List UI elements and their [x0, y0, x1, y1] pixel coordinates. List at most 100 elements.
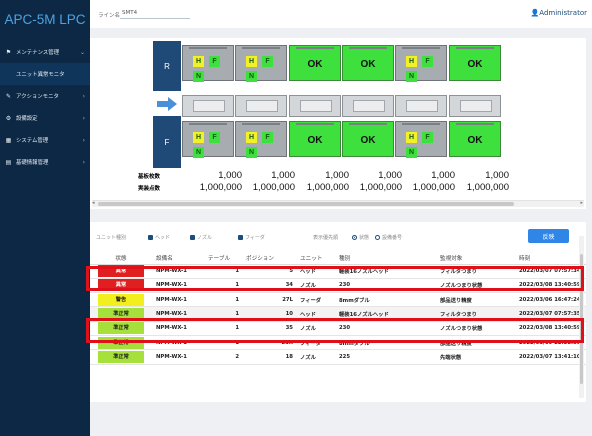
row-label-front: F [153, 116, 181, 168]
radio-status[interactable]: 状態 [352, 234, 369, 241]
status-badge: 警告 [98, 293, 144, 306]
unit-mark-f: F [209, 56, 220, 67]
sidebar-item-2[interactable]: ✎ アクションモニタ › [0, 85, 90, 107]
table-row[interactable]: 準正常 NPM-WX-1 1 23R フィーダ 8mmダブル 部品送り精度 2022/03/0… [90, 335, 586, 351]
user-icon: 👤 [530, 9, 540, 17]
checkbox-feeder[interactable]: フィーダ [238, 234, 265, 241]
unit-stripe [296, 123, 334, 125]
scroll-thumb[interactable] [98, 202, 514, 206]
conveyor-board [300, 100, 332, 112]
column-header-type[interactable]: 種別 [335, 252, 436, 265]
time-cell: 2022/03/09 22:38:55 [515, 335, 586, 351]
unit-rear-status[interactable]: OK [342, 45, 394, 81]
machine-unit[interactable]: OK OK [289, 41, 341, 169]
column-header-status[interactable]: 状態 [90, 252, 152, 265]
column-header-device[interactable]: 設備名 [152, 252, 204, 265]
table-cell: 1 [204, 264, 242, 279]
table-row[interactable]: 異常 NPM-WX-1 1 5 ヘッド 軽装16ノズルヘッド フィルタつまり 2022/03/… [90, 264, 586, 279]
sidebar-item-3[interactable]: ⚙ 設備設定 › [0, 107, 90, 129]
status-cell: 準正常 [90, 349, 152, 365]
device-cell: NPM-WX-1 [152, 306, 204, 322]
line-name-input[interactable] [120, 8, 190, 19]
sidebar: APC-5M LPC ⚑ メンテナンス管理 ⌄ ユニット異常モニタ ✎ アクションモニタ ›… [0, 0, 90, 436]
unit-front-status[interactable]: OK [449, 121, 501, 157]
scroll-right-arrow[interactable]: ▸ [580, 200, 583, 206]
type-cell: 225 [335, 349, 436, 365]
table-cell: 1 [204, 292, 242, 308]
line-view-panel: R F H F N H F N H F N H F N OK OK OK OK H F N H F N OK OK 基板枚数 … [90, 38, 586, 209]
position-cell: 34 [242, 278, 296, 294]
machine-unit[interactable]: OK OK [449, 41, 501, 169]
sidebar-item-label: 設備設定 [16, 116, 38, 122]
column-header-position[interactable]: ポジション [242, 252, 296, 265]
ok-label: OK [307, 59, 323, 70]
type-cell: 230 [335, 321, 436, 336]
board-count-value: 1,000 [485, 170, 509, 181]
sidebar-item-1[interactable]: ユニット異常モニタ [0, 63, 90, 85]
conveyor-board [246, 100, 278, 112]
scroll-left-arrow[interactable]: ◂ [92, 200, 95, 206]
scroll-thumb[interactable] [580, 254, 583, 384]
unit-stripe [349, 123, 387, 125]
app-logo: APC-5M LPC [4, 12, 86, 27]
sidebar-item-4[interactable]: ▦ システム管理 › [0, 129, 90, 151]
target-cell: ノズルつまり状態 [436, 321, 515, 336]
unit-cell: フィーダ [296, 292, 335, 308]
time-cell: 2022/03/07 07:57:34 [515, 264, 586, 279]
vertical-scrollbar[interactable] [579, 236, 584, 398]
status-badge: 異常 [98, 279, 144, 292]
table-row[interactable]: 警告 NPM-WX-1 1 27L フィーダ 8mmダブル 部品送り精度 2022/03/06… [90, 292, 586, 308]
column-header-unit[interactable]: ユニット [296, 252, 335, 265]
table-cell: 2 [204, 349, 242, 365]
board-count-value: 1,000 [431, 170, 455, 181]
time-cell: 2022/03/08 13:40:59 [515, 321, 586, 336]
column-header-table[interactable]: テーブル [204, 252, 242, 265]
horizontal-scrollbar[interactable]: ◂ ▸ [92, 200, 584, 207]
unit-table: 状態 設備名 テーブル ポジション ユニット 種別 監視対象 時刻 異常 NPM-WX-1 1 5 ヘ… [90, 252, 586, 365]
unit-stripe [296, 47, 334, 49]
table-row[interactable]: 異常 NPM-WX-1 1 34 ノズル 230 ノズルつまり状態 2022/03/08 13… [90, 278, 586, 294]
status-badge: 準正常 [98, 322, 144, 335]
checkbox-head[interactable]: ヘッド [148, 234, 170, 241]
table-row[interactable]: 準正常 NPM-WX-1 1 35 ノズル 230 ノズルつまり状態 2022/03/08 1… [90, 321, 586, 336]
conveyor-section [289, 95, 341, 117]
device-cell: NPM-WX-1 [152, 321, 204, 336]
radio-device-number[interactable]: 設備番号 [375, 234, 402, 241]
machine-unit[interactable]: OK OK [342, 41, 394, 169]
column-header-target[interactable]: 監視対象 [436, 252, 515, 265]
status-cell: 異常 [90, 278, 152, 294]
checkbox-checked-icon [190, 235, 195, 240]
reflect-button[interactable]: 反映 [528, 229, 569, 243]
target-cell: フィルタつまり [436, 306, 515, 322]
position-cell: 10 [242, 306, 296, 322]
unit-rear-status[interactable]: OK [449, 45, 501, 81]
table-row[interactable]: 準正常 NPM-WX-1 2 18 ノズル 225 先端状態 2022/03/07 13:41… [90, 349, 586, 365]
sidebar-item-0[interactable]: ⚑ メンテナンス管理 ⌄ [0, 41, 90, 63]
sidebar-item-label: アクションモニタ [16, 94, 59, 100]
unit-front-status[interactable]: OK [289, 121, 341, 157]
unit-rear-status[interactable]: OK [289, 45, 341, 81]
mount-count-value: 1,000,000 [199, 182, 242, 193]
conveyor-section [235, 95, 287, 117]
row-label-rear: R [153, 41, 181, 91]
ok-label: OK [467, 135, 483, 146]
unit-mark-h: H [193, 132, 204, 143]
unit-mark-f: F [209, 132, 220, 143]
column-header-time[interactable]: 時刻 [515, 252, 586, 265]
board-count-value: 1,000 [325, 170, 349, 181]
chevron-icon: ⌄ [79, 48, 85, 56]
sidebar-item-5[interactable]: ▤ 基礎情報管理 › [0, 151, 90, 173]
unit-front-status[interactable]: OK [342, 121, 394, 157]
table-row[interactable]: 準正常 NPM-WX-1 1 10 ヘッド 軽装16ノズルヘッド フィルタつまり 2022/0… [90, 306, 586, 322]
checkbox-nozzle[interactable]: ノズル [190, 234, 212, 241]
user-menu[interactable]: 👤Administrator [531, 9, 587, 17]
